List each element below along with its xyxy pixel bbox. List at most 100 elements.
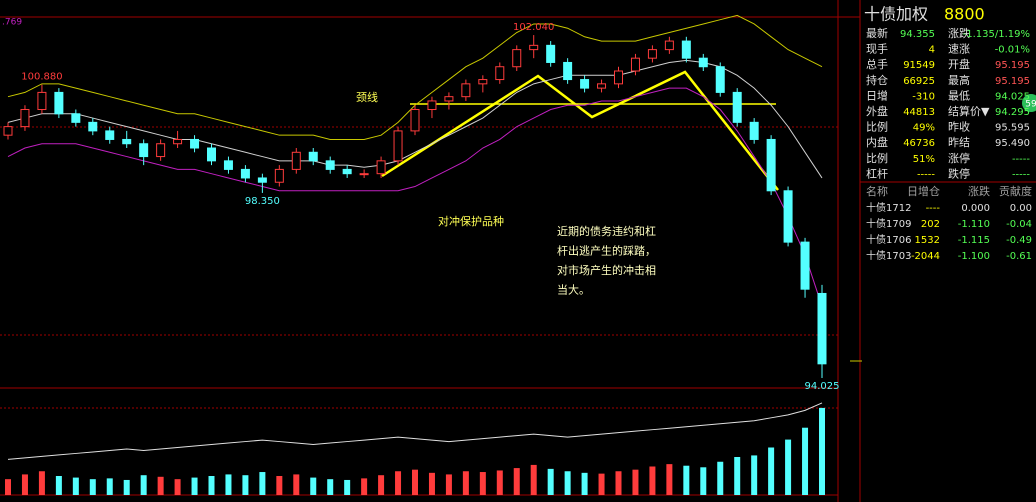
contract-cell: 202 [921,219,940,230]
quote-value: ----- [917,169,935,180]
candle-body [173,138,183,145]
volume-bar [378,475,385,495]
quote-value: 94.025 [995,91,1030,102]
volume-bar [547,468,554,495]
quote-label: 现手 [866,42,888,56]
volume-bar [157,476,164,495]
volume-bar [89,479,96,495]
volume-bar [445,474,452,495]
quote-value: 95.195 [995,60,1030,71]
volume-bar [649,466,656,495]
contract-cell: -0.49 [1006,235,1032,246]
candle-body [71,113,81,123]
contract-cell: 十债1706 [866,233,911,246]
volume-bar [700,467,707,495]
volume-bar [717,461,724,495]
candle-body [800,241,810,290]
candle-body [664,40,674,51]
candle-body [54,91,64,115]
quote-value: 91549 [903,60,935,71]
quote-value: 95.195 [995,76,1030,87]
contract-cell: -1.115 [958,235,990,246]
candle-body [190,138,200,149]
volume-bar [21,474,28,495]
quote-label: 昨结 [948,136,970,149]
volume-bar [5,479,11,495]
volume-bar [412,469,418,495]
quote-label: 涨停 [948,151,970,165]
candle-body [817,292,827,365]
quote-value: -0.01% [995,45,1030,56]
volume-bar [479,472,486,495]
candle-body [783,190,793,243]
price-label: 98.350 [245,196,280,207]
volume-bar [683,465,690,495]
volume-bar [564,471,571,495]
quote-value: 46736 [903,138,935,149]
volume-bar [734,457,741,495]
volume-bar [327,479,334,495]
candle-body [580,79,590,89]
volume-bar [123,479,130,495]
volume-bar [785,439,792,495]
volume-bar [530,464,537,495]
candle-body [410,109,420,132]
candle-body [88,121,98,132]
candle-body [376,160,386,175]
volume-bar [395,471,402,495]
volume-bar [598,473,605,495]
candle-body [359,173,369,176]
candle-body [240,168,250,179]
volume-bar [38,471,45,495]
quote-label: 持仓 [866,73,888,87]
quote-label: 最高 [948,73,970,87]
note-line: 近期的债务违约和杠 [557,224,656,238]
volume-bar [208,476,215,495]
annotation: 对冲保护品种 [438,214,504,228]
quote-label: 比例 [866,120,888,134]
note-line: 对市场产生的冲击相 [557,263,656,277]
volume-bar [310,477,317,495]
note-line: 当大。 [557,283,590,297]
quote-value: -310 [912,91,935,102]
quote-label: 内盘 [866,135,888,149]
volume-bar [615,471,622,495]
candle-body [308,151,318,162]
quote-label: 比例 [866,151,888,165]
contract-cell: 1532 [915,235,940,246]
candle-body [274,168,284,183]
volume-bar [361,478,368,495]
candle-body [698,57,708,68]
contract-cell: 十债1709 [866,217,911,230]
contract-header: 贡献度 [999,184,1032,198]
quote-value: 4 [929,45,935,56]
volume-bar [751,455,758,495]
candle-body [393,130,403,162]
candle-body [37,91,47,111]
volume-bar [768,447,775,495]
quote-label: 最新 [866,26,888,40]
volume-bar [819,407,825,495]
volume-bar [802,427,809,495]
quote-label: 杠杆 [866,166,888,180]
volume-bar [496,470,503,495]
quote-label: 涨跌 [948,26,970,40]
candle-body [614,70,623,85]
candle-body [563,61,573,81]
panel-code: 8800 [944,5,985,24]
quote-label: 速涨 [948,43,970,56]
contract-cell: ---- [926,203,941,214]
candle-body [766,138,776,192]
quote-value: 44813 [903,107,935,118]
volume-bar [632,469,639,495]
volume-bar [293,474,300,495]
candle-body [342,168,352,175]
contract-cell: 十债1703 [866,249,911,262]
quote-value: -1.135/1.19% [963,29,1030,40]
quote-value: 95.595 [995,123,1030,134]
indicator-label: .769 [2,18,22,28]
candle-body [478,79,488,85]
